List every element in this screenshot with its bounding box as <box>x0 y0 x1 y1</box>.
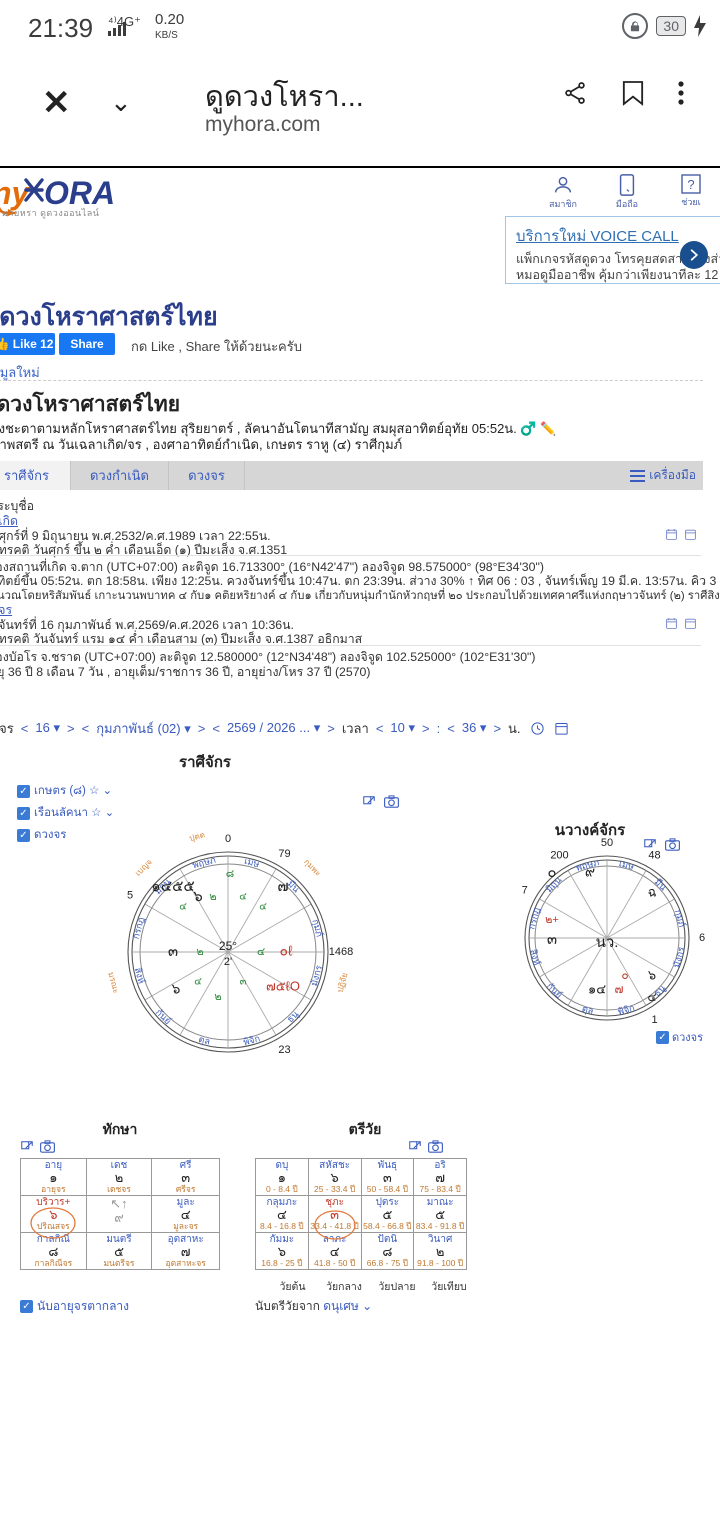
svg-text:๓: ๓ <box>547 931 557 948</box>
svg-text:สิงห์: สิงห์ <box>528 948 543 967</box>
svg-text:กุมภ์: กุมภ์ <box>672 908 688 928</box>
svg-text:๙: ๙ <box>585 864 595 880</box>
svg-text:ฉ: ฉ <box>648 884 657 899</box>
svg-text:๑๔: ๑๔ <box>588 981 606 996</box>
svg-text:๔: ๔ <box>647 990 656 1004</box>
svg-text:กรกฎ: กรกฎ <box>526 906 541 930</box>
svg-text:๒+: ๒+ <box>545 914 559 926</box>
svg-text:๗: ๗ <box>614 982 623 996</box>
svg-text:๐: ๐ <box>547 864 556 881</box>
svg-text:48: 48 <box>648 850 660 862</box>
svg-text:7: 7 <box>522 884 528 896</box>
svg-text:50: 50 <box>601 837 613 849</box>
svg-text:พิจิก: พิจิก <box>617 1003 636 1017</box>
svg-text:1: 1 <box>651 1014 657 1026</box>
svg-text:6: 6 <box>699 932 705 944</box>
svg-text:?: ? <box>687 177 694 192</box>
svg-text:นว.: นว. <box>596 934 619 951</box>
svg-text:กันย์: กันย์ <box>545 980 565 1000</box>
svg-text:๐: ๐ <box>621 968 628 982</box>
svg-text:200: 200 <box>550 850 568 862</box>
svg-text:๖: ๖ <box>648 967 656 982</box>
